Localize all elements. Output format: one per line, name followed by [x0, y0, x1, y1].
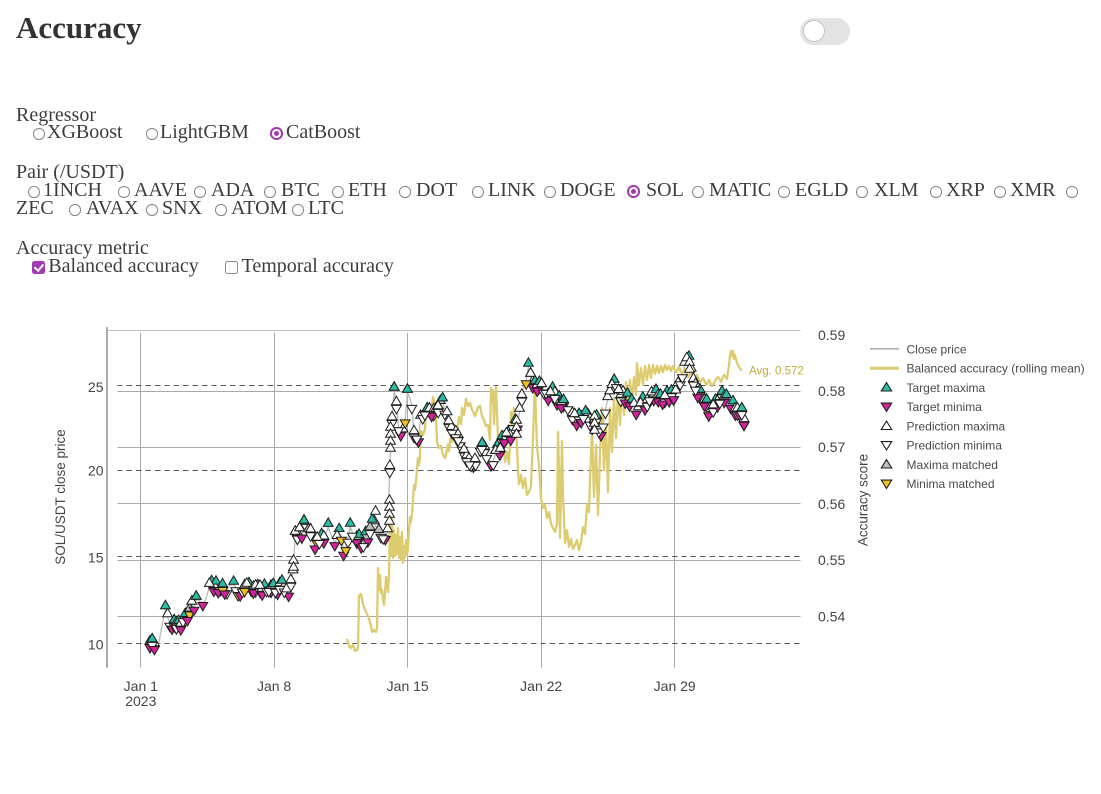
svg-text:25: 25: [88, 379, 104, 395]
svg-text:0.59: 0.59: [818, 327, 845, 343]
svg-text:Balanced accuracy (rolling mea: Balanced accuracy (rolling mean): [907, 362, 1085, 376]
svg-text:Target maxima: Target maxima: [907, 381, 986, 395]
svg-text:20: 20: [88, 462, 104, 478]
svg-text:Jan 8: Jan 8: [257, 678, 291, 694]
svg-text:Accuracy score: Accuracy score: [856, 454, 871, 546]
svg-text:0.58: 0.58: [818, 383, 845, 399]
svg-text:0.56: 0.56: [818, 496, 845, 512]
svg-text:Jan 29: Jan 29: [654, 678, 696, 694]
svg-text:Target minima: Target minima: [907, 400, 983, 414]
svg-text:Minima matched: Minima matched: [907, 477, 995, 491]
svg-text:Maxima matched: Maxima matched: [907, 458, 998, 472]
svg-text:0.57: 0.57: [818, 439, 845, 455]
svg-text:SOL/USDT close price: SOL/USDT close price: [53, 429, 68, 565]
svg-text:2023: 2023: [125, 693, 156, 709]
svg-text:Avg. 0.572: Avg. 0.572: [749, 366, 804, 378]
svg-text:0.55: 0.55: [818, 552, 845, 568]
svg-text:15: 15: [88, 550, 104, 566]
svg-text:Prediction maxima: Prediction maxima: [907, 419, 1006, 433]
svg-text:Close price: Close price: [907, 342, 967, 356]
svg-text:Jan 15: Jan 15: [387, 678, 429, 694]
svg-text:Jan 1: Jan 1: [124, 678, 158, 694]
svg-text:Jan 22: Jan 22: [520, 678, 562, 694]
svg-text:Prediction minima: Prediction minima: [907, 439, 1003, 453]
svg-text:0.54: 0.54: [818, 609, 845, 625]
svg-text:10: 10: [88, 636, 104, 652]
